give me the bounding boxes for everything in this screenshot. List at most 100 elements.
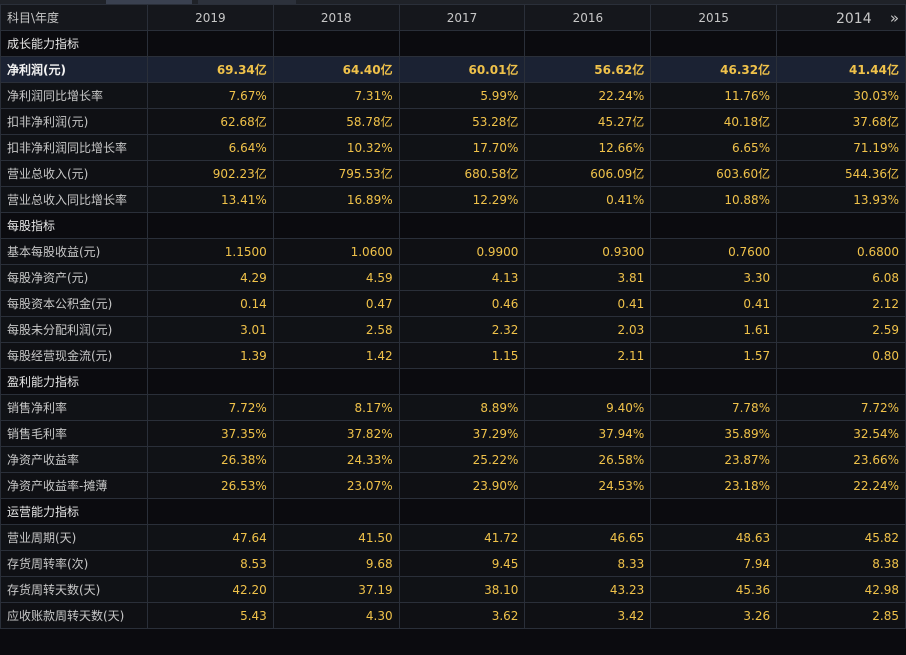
value-cell: 795.53亿 <box>272 160 400 187</box>
table-row[interactable]: 每股资本公积金(元) 0.14 0.47 0.46 0.41 0.41 2.12 <box>0 290 906 317</box>
value-cell: 60.01亿 <box>398 56 526 83</box>
value-cell: 71.19% <box>776 134 906 161</box>
value-cell: 603.60亿 <box>650 160 778 187</box>
row-label[interactable]: 扣非净利润(元) <box>0 108 148 135</box>
table-row[interactable]: 扣非净利润(元) 62.68亿 58.78亿 53.28亿 45.27亿 40.18亿 37… <box>0 108 906 135</box>
value-cell: 26.38% <box>146 446 274 473</box>
value-cell: 24.33% <box>272 446 400 473</box>
empty-cell <box>146 368 274 395</box>
section-title: 盈利能力指标 <box>0 368 148 395</box>
row-label[interactable]: 净利润同比增长率 <box>0 82 148 109</box>
row-label[interactable]: 销售毛利率 <box>0 420 148 447</box>
table-row[interactable]: 应收账款周转天数(天) 5.43 4.30 3.62 3.42 3.26 2.85 <box>0 602 906 629</box>
value-cell: 3.62 <box>398 602 526 629</box>
table-row[interactable]: 扣非净利润同比增长率 6.64% 10.32% 17.70% 12.66% 6.65% 71… <box>0 134 906 161</box>
value-cell: 58.78亿 <box>272 108 400 135</box>
value-cell: 0.80 <box>776 342 906 369</box>
value-cell: 16.89% <box>272 186 400 213</box>
year-header-2014[interactable]: 2014 » <box>776 4 906 31</box>
row-label[interactable]: 每股未分配利润(元) <box>0 316 148 343</box>
value-cell: 0.9900 <box>398 238 526 265</box>
year-header-2019[interactable]: 2019 <box>146 4 274 31</box>
value-cell: 6.65% <box>650 134 778 161</box>
row-label[interactable]: 扣非净利润同比增长率 <box>0 134 148 161</box>
table-row[interactable]: 销售净利率 7.72% 8.17% 8.89% 9.40% 7.78% 7.72% <box>0 394 906 421</box>
value-cell: 3.42 <box>524 602 652 629</box>
year-header-2015[interactable]: 2015 <box>650 4 778 31</box>
year-header-2017[interactable]: 2017 <box>398 4 526 31</box>
row-label[interactable]: 销售净利率 <box>0 394 148 421</box>
value-cell: 22.24% <box>776 472 906 499</box>
row-label[interactable]: 基本每股收益(元) <box>0 238 148 265</box>
value-cell: 43.23 <box>524 576 652 603</box>
empty-cell <box>272 368 400 395</box>
value-cell: 902.23亿 <box>146 160 274 187</box>
table-row[interactable]: 营业总收入同比增长率 13.41% 16.89% 12.29% 0.41% 10.88% 1… <box>0 186 906 213</box>
value-cell: 11.76% <box>650 82 778 109</box>
empty-cell <box>146 30 274 57</box>
row-label[interactable]: 营业总收入(元) <box>0 160 148 187</box>
tab-inactive[interactable] <box>198 0 296 4</box>
value-cell: 7.67% <box>146 82 274 109</box>
table-row[interactable]: 每股未分配利润(元) 3.01 2.58 2.32 2.03 1.61 2.59 <box>0 316 906 343</box>
value-cell: 23.87% <box>650 446 778 473</box>
table-row[interactable]: 净资产收益率 26.38% 24.33% 25.22% 26.58% 23.87% 23.6… <box>0 446 906 473</box>
table-row[interactable]: 净利润同比增长率 7.67% 7.31% 5.99% 22.24% 11.76% 30.03… <box>0 82 906 109</box>
table-row[interactable]: 每股净资产(元) 4.29 4.59 4.13 3.81 3.30 6.08 <box>0 264 906 291</box>
table-row[interactable]: 营业总收入(元) 902.23亿 795.53亿 680.58亿 606.09亿 603.… <box>0 160 906 187</box>
empty-cell <box>524 498 652 525</box>
year-header-2016[interactable]: 2016 <box>524 4 652 31</box>
value-cell: 40.18亿 <box>650 108 778 135</box>
empty-cell <box>272 30 400 57</box>
row-label[interactable]: 营业总收入同比增长率 <box>0 186 148 213</box>
year-header-2018[interactable]: 2018 <box>272 4 400 31</box>
row-label[interactable]: 存货周转率(次) <box>0 550 148 577</box>
empty-cell <box>524 368 652 395</box>
row-label[interactable]: 每股净资产(元) <box>0 264 148 291</box>
table-row[interactable]: 营业周期(天) 47.64 41.50 41.72 46.65 48.63 45.82 <box>0 524 906 551</box>
value-cell: 69.34亿 <box>146 56 274 83</box>
value-cell: 4.29 <box>146 264 274 291</box>
row-label[interactable]: 净资产收益率-摊薄 <box>0 472 148 499</box>
row-label[interactable]: 净利润(元) <box>0 56 148 83</box>
value-cell: 6.08 <box>776 264 906 291</box>
row-label[interactable]: 净资产收益率 <box>0 446 148 473</box>
value-cell: 42.98 <box>776 576 906 603</box>
row-label[interactable]: 营业周期(天) <box>0 524 148 551</box>
year-label[interactable]: 2014 <box>835 10 872 27</box>
value-cell: 2.03 <box>524 316 652 343</box>
double-chevron-right-icon[interactable]: » <box>889 8 899 27</box>
value-cell: 10.32% <box>272 134 400 161</box>
value-cell: 47.64 <box>146 524 274 551</box>
section-header-row: 成长能力指标 <box>0 30 906 57</box>
empty-cell <box>650 30 778 57</box>
table-row[interactable]: 销售毛利率 37.35% 37.82% 37.29% 37.94% 35.89% 32.54… <box>0 420 906 447</box>
empty-cell <box>776 212 906 239</box>
value-cell: 7.78% <box>650 394 778 421</box>
empty-cell <box>524 30 652 57</box>
table-row[interactable]: 存货周转天数(天) 42.20 37.19 38.10 43.23 45.36 42.98 <box>0 576 906 603</box>
table-row[interactable]: 基本每股收益(元) 1.1500 1.0600 0.9900 0.9300 0.7600 0… <box>0 238 906 265</box>
value-cell: 4.30 <box>272 602 400 629</box>
row-label[interactable]: 应收账款周转天数(天) <box>0 602 148 629</box>
value-cell: 45.27亿 <box>524 108 652 135</box>
value-cell: 5.43 <box>146 602 274 629</box>
row-label[interactable]: 存货周转天数(天) <box>0 576 148 603</box>
tab-active[interactable] <box>106 0 192 4</box>
value-cell: 7.72% <box>776 394 906 421</box>
value-cell: 37.19 <box>272 576 400 603</box>
table-row[interactable]: 净利润(元) 69.34亿 64.40亿 60.01亿 56.62亿 46.32亿 41.4… <box>0 56 906 83</box>
value-cell: 1.42 <box>272 342 400 369</box>
value-cell: 32.54% <box>776 420 906 447</box>
value-cell: 680.58亿 <box>398 160 526 187</box>
row-label[interactable]: 每股经营现金流(元) <box>0 342 148 369</box>
empty-cell <box>398 30 526 57</box>
empty-cell <box>650 212 778 239</box>
table-row[interactable]: 存货周转率(次) 8.53 9.68 9.45 8.33 7.94 8.38 <box>0 550 906 577</box>
row-label[interactable]: 每股资本公积金(元) <box>0 290 148 317</box>
empty-cell <box>398 368 526 395</box>
table-row[interactable]: 净资产收益率-摊薄 26.53% 23.07% 23.90% 24.53% 23.18% 2… <box>0 472 906 499</box>
table-row[interactable]: 每股经营现金流(元) 1.39 1.42 1.15 2.11 1.57 0.80 <box>0 342 906 369</box>
value-cell: 0.41% <box>524 186 652 213</box>
